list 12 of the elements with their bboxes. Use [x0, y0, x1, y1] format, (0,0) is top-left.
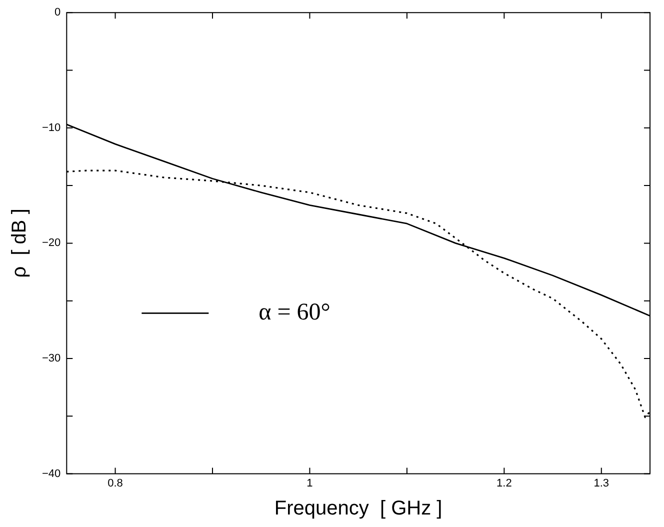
x-tick-label: 1: [306, 477, 313, 490]
legend-label: α = 60°: [258, 299, 330, 326]
x-tick-label: 1.3: [594, 477, 610, 490]
x-tick-label: 0.8: [108, 477, 123, 490]
y-tick-label: −20: [42, 237, 61, 250]
x-tick-label: 1.2: [496, 477, 512, 490]
y-tick-label: −30: [42, 352, 61, 365]
y-tick-label: 0: [54, 6, 61, 19]
y-axis-title: ρ [ dB ]: [8, 208, 31, 278]
y-tick-label: −10: [42, 122, 61, 134]
y-tick-label: −40: [42, 468, 61, 480]
x-axis-title: Frequency [ GHz ]: [274, 498, 442, 520]
